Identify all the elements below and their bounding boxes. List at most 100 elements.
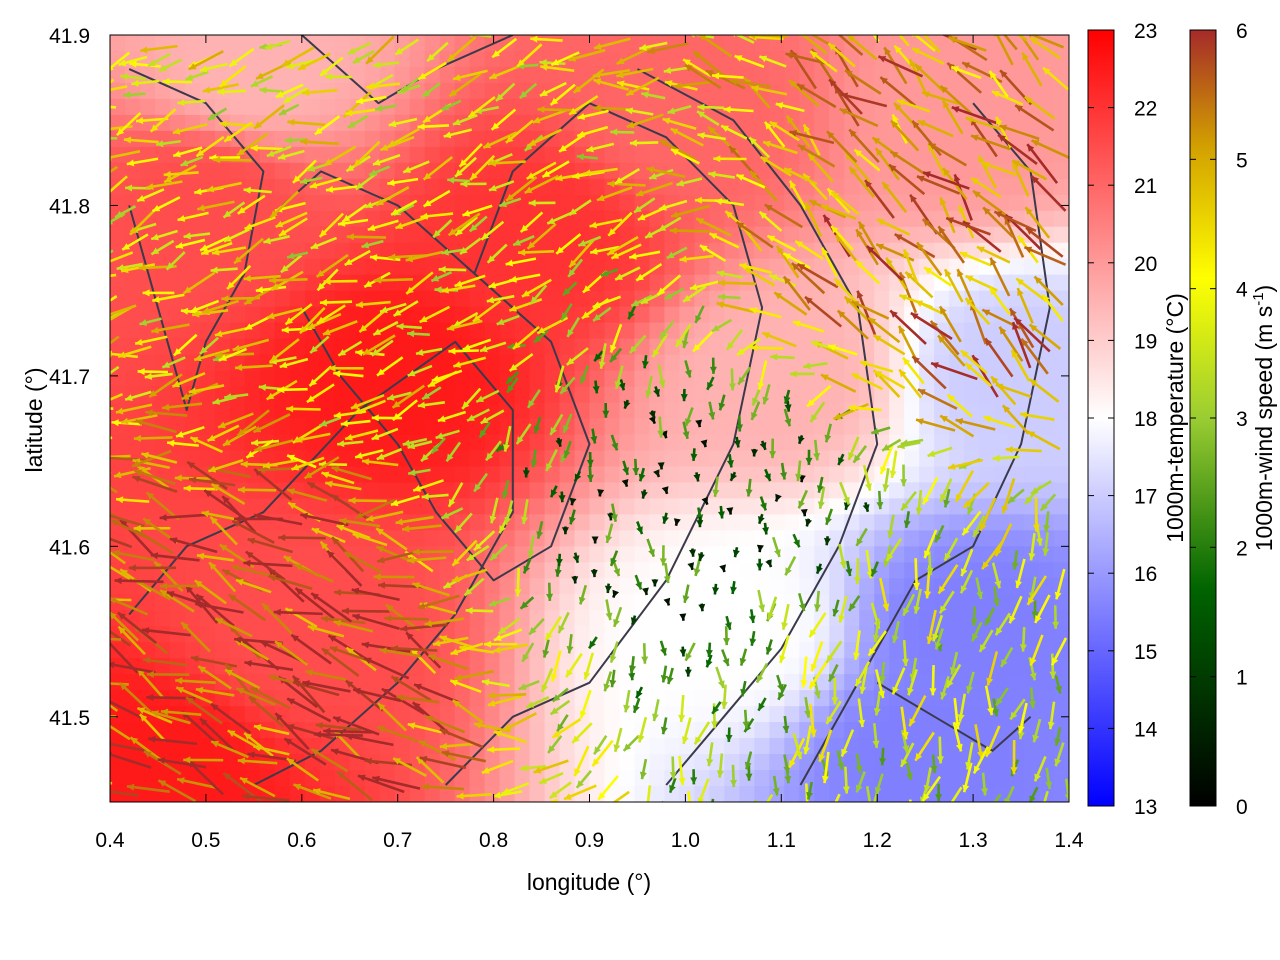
heatmap-cell [589,50,606,68]
colorbar-tick-label: 3 [1236,408,1248,431]
heatmap-cell [289,66,306,84]
heatmap-cell [1024,466,1040,484]
heatmap-cell [454,35,471,52]
heatmap-cell [394,290,411,308]
heatmap-cell [724,786,740,802]
heatmap-cell [874,290,890,308]
heatmap-cell [574,210,591,228]
heatmap-cell [559,35,576,52]
heatmap-cell [694,258,710,276]
heatmap-cell [379,290,396,308]
heatmap-cell [229,786,246,802]
heatmap-cell [379,162,396,180]
heatmap-cell [304,146,321,164]
heatmap-cell [319,562,336,579]
heatmap-cell [949,226,965,244]
heatmap-cell [469,482,486,499]
heatmap-cell [110,706,126,723]
heatmap-cell [259,338,276,356]
heatmap-cell [1054,50,1069,68]
heatmap-cell [424,786,441,802]
heatmap-cell [589,770,606,787]
heatmap-cell [139,98,156,116]
heatmap-cell [544,258,561,276]
heatmap-cell [919,194,935,212]
heatmap-cell [334,274,351,292]
heatmap-cell [259,290,276,308]
heatmap-cell [574,226,591,244]
heatmap-cell [124,98,141,116]
heatmap-cell [484,578,501,595]
heatmap-cell [874,98,890,116]
colorbar-tick-label: 15 [1134,641,1157,664]
heatmap-cell [394,738,411,755]
heatmap-cell [589,706,606,723]
heatmap-cell [124,530,141,547]
heatmap-cell [184,194,201,212]
heatmap-cell [589,258,606,276]
heatmap-cell [289,98,306,116]
x-tick-label: 0.5 [191,829,220,852]
heatmap-cell [139,322,156,340]
heatmap-cell [304,290,321,308]
heatmap-cell [544,354,561,372]
heatmap-cell [769,770,785,787]
heatmap-cell [349,706,366,723]
heatmap-cell [289,770,306,787]
heatmap-cell [319,35,336,52]
heatmap-cell [889,354,905,372]
colorbar-tick-label: 23 [1134,20,1157,43]
heatmap-cell [304,258,321,276]
heatmap-cell [199,626,216,643]
heatmap-cell [634,418,651,436]
heatmap-cell [229,482,246,499]
heatmap-cell [544,594,561,611]
heatmap-cell [394,594,411,611]
heatmap-cell [784,674,800,691]
heatmap-cell [349,770,366,787]
heatmap-cell [859,434,875,452]
heatmap-cell [664,306,681,324]
heatmap-cell [199,578,216,595]
heatmap-cell [964,146,980,164]
heatmap-cell [979,770,995,787]
heatmap-cell [469,434,486,452]
heatmap-cell [784,482,800,499]
heatmap-cell [1054,466,1069,484]
heatmap-cell [904,466,920,484]
heatmap-cell [199,498,216,515]
heatmap-cell [934,66,950,84]
heatmap-cell [424,290,441,308]
heatmap-cell [544,434,561,452]
heatmap-cell [454,130,471,148]
heatmap-cell [649,610,666,627]
heatmap-cell [1009,82,1025,100]
heatmap-cell [544,226,561,244]
heatmap-cell [634,594,651,611]
heatmap-cell [574,594,591,611]
heatmap-cell [199,450,216,468]
heatmap-cell [559,738,576,755]
heatmap-cell [529,722,546,739]
heatmap-cell [1054,226,1069,244]
heatmap-cell [829,578,845,595]
heatmap-cell [514,770,531,787]
heatmap-cell [589,610,606,627]
heatmap-cell [619,434,636,452]
heatmap-cell [619,770,636,787]
heatmap-cell [694,674,710,691]
heatmap-cell [709,610,725,627]
heatmap-cell [844,466,860,484]
heatmap-cell [589,274,606,292]
heatmap-cell [769,386,785,404]
heatmap-cell [694,178,710,196]
heatmap-cell [484,146,501,164]
heatmap-cell [1024,450,1040,468]
heatmap-cell [229,658,246,675]
heatmap-cell [559,338,576,356]
heatmap-cell [784,498,800,515]
heatmap-cell [334,594,351,611]
heatmap-cell [469,514,486,531]
heatmap-cell [634,322,651,340]
